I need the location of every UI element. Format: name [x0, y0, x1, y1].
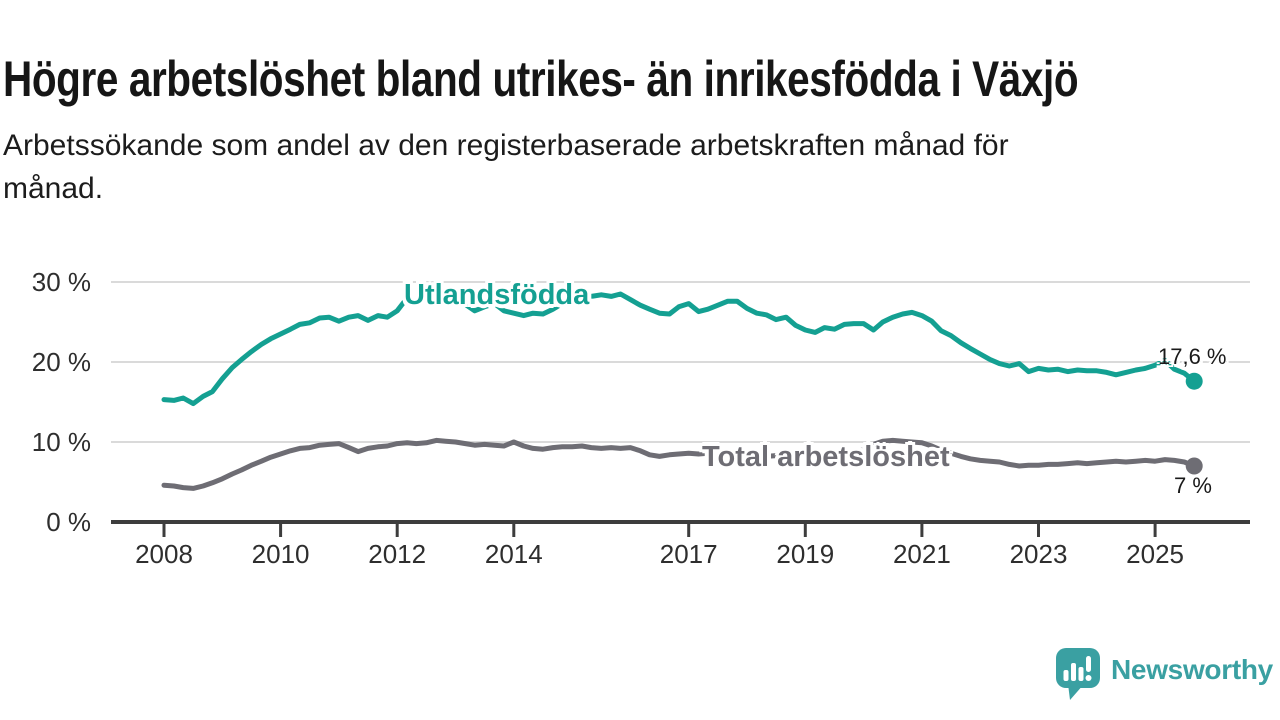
x-axis-tick-label: 2012 — [368, 539, 427, 569]
series-label-total-arbetsloshet: Total arbetslöshet — [702, 441, 950, 473]
y-axis-tick-label: 10 % — [31, 427, 91, 457]
subtitle-line-1: Arbetssökande som andel av den registerb… — [3, 129, 1009, 162]
x-axis-tick-label: 2019 — [776, 539, 835, 569]
series-label-utlandsfodda: Utlandsfödda — [404, 279, 590, 311]
subtitle: Arbetssökande som andel av den registerb… — [3, 124, 1203, 210]
newsworthy-logo-icon — [1056, 648, 1100, 700]
end-value-label-utlandsfodda: 17,6 % — [1158, 344, 1227, 369]
x-axis-tick-label: 2014 — [484, 539, 543, 569]
page-title: Högre arbetslöshet bland utrikes- än inr… — [3, 50, 1079, 107]
y-axis-tick-label: 30 % — [31, 267, 91, 297]
x-axis-tick-label: 2008 — [135, 539, 193, 569]
y-axis-tick-label: 0 % — [46, 507, 91, 537]
x-axis-tick-label: 2021 — [892, 539, 951, 569]
end-value-label-total-arbetsloshet: 7 % — [1174, 473, 1212, 498]
x-axis-tick-label: 2025 — [1126, 539, 1185, 569]
brand-name: Newsworthy — [1111, 654, 1273, 685]
subtitle-line-2: månad. — [3, 172, 104, 205]
x-axis-tick-label: 2017 — [659, 539, 718, 569]
y-axis-tick-label: 20 % — [31, 347, 91, 377]
x-axis-tick-label: 2010 — [251, 539, 310, 569]
newsworthy-logo: Newsworthy — [1054, 646, 1273, 702]
x-axis-tick-label: 2023 — [1009, 539, 1068, 569]
